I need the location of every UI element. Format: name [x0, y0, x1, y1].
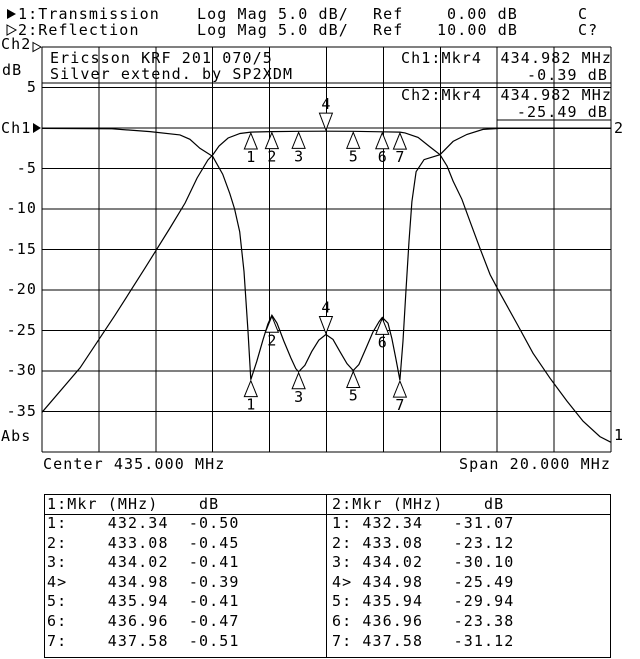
marker-table-row: 6: 436.96 -0.47 — [47, 612, 240, 630]
abs-axis-label: Abs — [1, 427, 32, 445]
marker-table-row: 5: 435.94 -0.41 — [47, 592, 240, 611]
y-tick-label: -15 — [6, 239, 37, 258]
marker-triangle-icon — [392, 131, 408, 150]
marker-triangle-icon — [264, 131, 280, 150]
ch1-marker-value: -0.39 dB — [526, 66, 608, 84]
center-frequency-label: Center 435.000 MHz — [43, 455, 226, 473]
y-tick-label: -30 — [6, 361, 37, 379]
trace1-curve-label: 1 — [614, 426, 625, 444]
marker-label: 5 — [349, 387, 358, 405]
ch2-marker-readout-label: Ch2:Mkr4 — [401, 86, 483, 104]
marker-triangle-icon — [392, 379, 408, 398]
marker-table-row: 7: 437.58 -31.12 — [332, 631, 515, 650]
marker-table-row: 2: 433.08 -0.45 — [47, 533, 240, 552]
marker-label: 2 — [267, 148, 276, 166]
marker-table-row: 7: 437.58 -0.51 — [47, 631, 240, 650]
trace2-curve-label: 2 — [614, 119, 625, 137]
trace1-ref-value: 0.00 dB — [447, 5, 518, 23]
title-line1: Ericsson KRF 201 070/5 — [50, 49, 273, 67]
y-tick-label: -35 — [6, 401, 37, 420]
marker-label: 6 — [378, 148, 387, 166]
marker-table-divider — [326, 495, 327, 657]
trace1-scale: 5.0 dB/ — [278, 5, 349, 23]
ch2-marker-value: -25.49 dB — [516, 103, 608, 121]
trace1-ref-label: Ref — [373, 5, 404, 23]
ch1-ref-arrow-icon — [33, 123, 41, 133]
y-tick-label: -5 — [16, 158, 37, 177]
marker-triangle-icon — [346, 370, 361, 389]
ch1-marker-freq: 434.982 MHz — [500, 49, 612, 67]
trace2-ref-label: Ref — [373, 21, 404, 39]
marker-label: 7 — [395, 396, 404, 414]
marker-table-row: 3: 434.02 -30.10 — [332, 553, 515, 572]
y-tick-label: 5 — [26, 77, 37, 96]
marker-label: 1 — [246, 396, 255, 414]
ch1-axis-label: Ch1 — [1, 119, 32, 137]
trace-reflection — [41, 127, 611, 381]
ch2-marker-freq: 434.982 MHz — [500, 86, 612, 104]
y-tick-label: -10 — [6, 199, 37, 217]
marker-triangle-icon — [291, 130, 306, 149]
y-tick-label: -25 — [6, 320, 37, 339]
marker-label: 3 — [294, 147, 303, 165]
marker-table-row: 6: 436.96 -23.38 — [332, 612, 515, 630]
ch1-marker-readout-label: Ch1:Mkr4 — [401, 49, 483, 67]
table1-header: 1:Mkr (MHz) dB — [47, 495, 220, 513]
marker-triangle-icon — [346, 130, 361, 149]
title-line2: Silver extend. by SP2XDM — [50, 65, 294, 83]
marker-label: 3 — [294, 388, 303, 406]
trace1-format: Log Mag — [197, 5, 268, 23]
marker-table-box — [44, 494, 611, 658]
marker-label: 6 — [378, 333, 387, 351]
trace1-status: C — [578, 5, 589, 23]
marker-triangle-icon — [243, 131, 259, 150]
marker-table-row: 3: 434.02 -0.41 — [47, 553, 240, 572]
marker-table-row: 1: 432.34 -31.07 — [332, 514, 515, 532]
marker-table-row: 4> 434.98 -25.49 — [332, 572, 515, 591]
marker-label: 7 — [395, 148, 404, 166]
active-marker-triangle-icon — [318, 112, 334, 132]
marker-triangle-icon — [375, 131, 390, 150]
trace2-scale: 5.0 dB/ — [278, 21, 349, 39]
marker-table-row: 1: 432.34 -0.50 — [47, 514, 240, 532]
trace2-format: Log Mag — [197, 21, 268, 39]
marker-label: 1 — [246, 148, 255, 166]
span-label: Span 20.000 MHz — [459, 455, 611, 473]
ch2-ref-arrow-icon — [32, 41, 43, 53]
marker-table-row: 4> 434.98 -0.39 — [47, 572, 240, 591]
trace2-ref-value: 10.00 dB — [437, 21, 519, 39]
trace1-name: 1:Transmission — [18, 5, 160, 23]
trace2-status: C? — [578, 21, 599, 39]
ch2-axis-label: Ch2 — [1, 35, 32, 53]
active-marker-label: 4 — [321, 95, 330, 113]
marker-table-row: 2: 433.08 -23.12 — [332, 533, 515, 552]
marker-triangle-icon — [243, 379, 259, 398]
active-trace1-arrow-icon — [7, 9, 16, 19]
inactive-trace2-arrow-icon — [6, 24, 18, 36]
active-marker-triangle-icon — [318, 315, 334, 335]
marker-table-header-line — [45, 514, 610, 515]
marker-triangle-icon — [291, 371, 306, 390]
marker-table-row: 5: 435.94 -29.94 — [332, 592, 515, 611]
marker-label: 5 — [349, 147, 358, 165]
marker-label: 2 — [267, 331, 276, 349]
y-tick-label: -20 — [6, 280, 37, 298]
marker-triangle-icon — [375, 317, 390, 335]
db-axis-label: dB — [2, 61, 23, 79]
trace2-name: 2:Reflection — [18, 21, 140, 39]
table2-header: 2:Mkr (MHz) dB — [332, 495, 505, 513]
active-marker-label: 4 — [321, 298, 330, 316]
marker-triangle-icon — [264, 314, 280, 333]
